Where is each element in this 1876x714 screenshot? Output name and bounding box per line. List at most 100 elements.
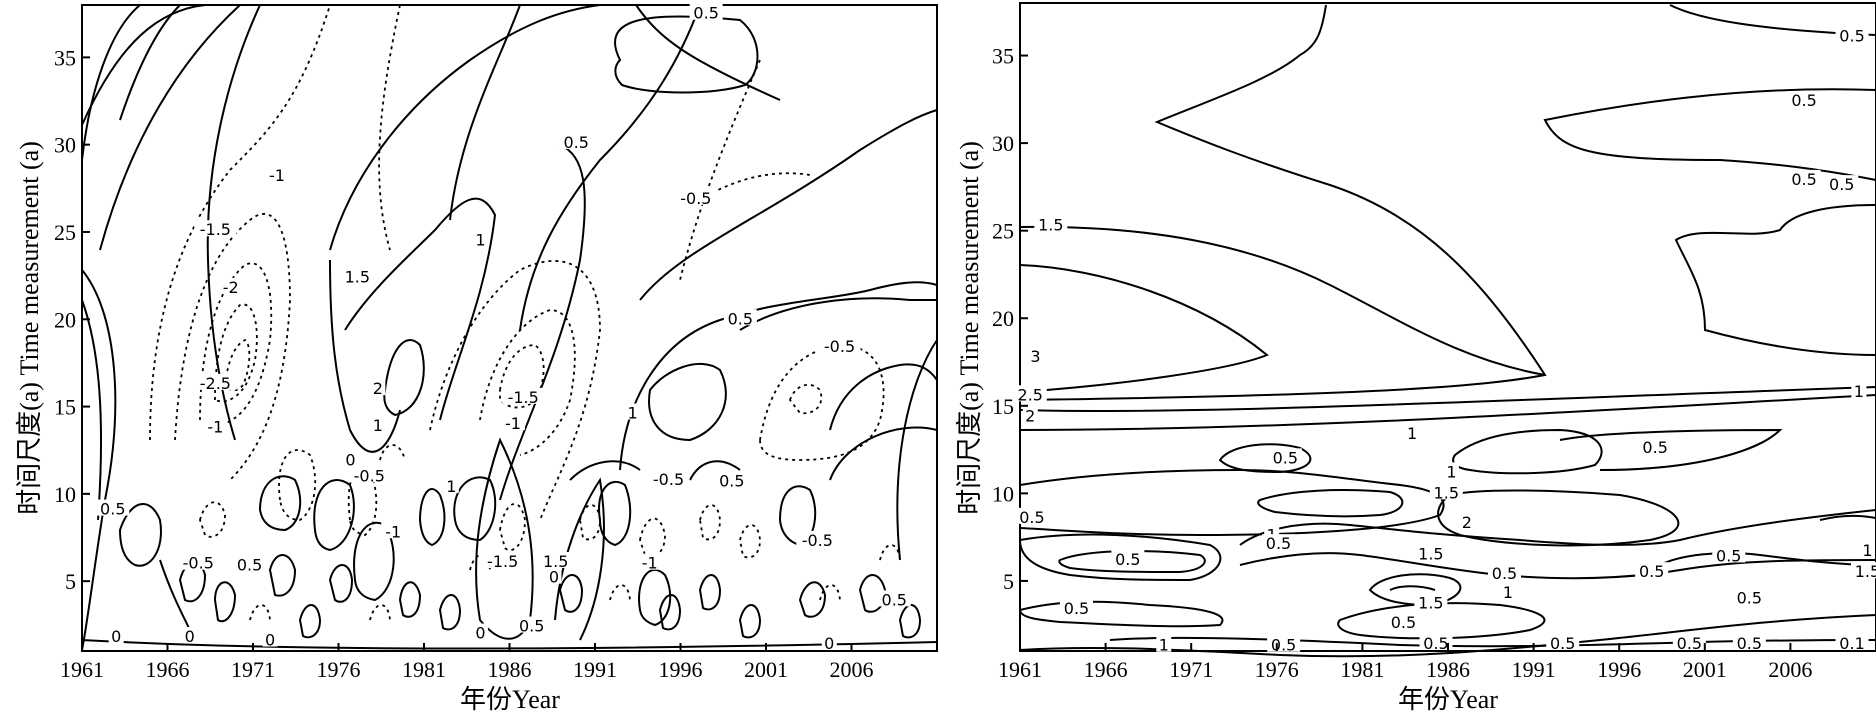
contour-label-bg	[1851, 381, 1867, 398]
contour-label-bg	[796, 531, 839, 548]
contour-label-bg	[1111, 549, 1145, 566]
contour-label-bg	[1443, 462, 1459, 479]
contour-label: 0.5	[1019, 508, 1044, 527]
contour-label-bg	[1059, 598, 1093, 615]
contour-label: 0	[345, 451, 355, 470]
contour-line	[759, 344, 885, 461]
y-tick-label: 20	[54, 307, 76, 332]
contour-label-bg	[1859, 541, 1875, 558]
contour-label-bg	[481, 551, 524, 568]
contour-line	[81, 4, 141, 161]
contour-label-bg	[546, 567, 562, 584]
contour-line	[224, 338, 251, 392]
contour-line	[1018, 533, 1222, 582]
left-contour-panel: 0.5 -1 -1.5 -2 -2.5 -1 1.5 2 1 1 0.5 -0.5 0.5 -0.5 -1.…	[15, 3, 938, 714]
contour-label-bg	[96, 499, 130, 516]
contour-label: 1	[1854, 382, 1864, 401]
contour-label: -0.5	[183, 554, 214, 573]
contour-label: 0	[265, 631, 275, 650]
x-tick-label: 2001	[1683, 657, 1727, 682]
contour-label-bg	[342, 450, 358, 467]
contour-line	[213, 581, 237, 623]
contour-label: -1.5	[508, 388, 539, 407]
contour-label: -1	[385, 522, 401, 541]
contour-line	[353, 522, 395, 602]
contour-label: 0.5	[728, 309, 753, 328]
contour-label-bg	[515, 616, 549, 633]
contour-label-bg	[877, 590, 911, 607]
y-tick-label: 15	[54, 395, 76, 420]
contour-line	[738, 604, 762, 639]
contour-label-bg	[1013, 385, 1047, 402]
contour-line	[569, 460, 641, 481]
contour-label: 1.5	[1418, 545, 1443, 564]
contour-label-bg	[1487, 563, 1521, 580]
contour-line	[1019, 225, 1546, 376]
contour-label: 0	[549, 568, 559, 587]
contour-label: 0.5	[882, 590, 907, 609]
contour-label-bg	[1787, 91, 1821, 108]
contour-label: -1	[642, 554, 658, 573]
x-tick-label: 1971	[1169, 657, 1213, 682]
contour-label: 0.5	[1492, 564, 1517, 583]
x-tick-label: 2006	[1768, 657, 1812, 682]
x-tick-label: 1966	[146, 657, 190, 682]
contour-line	[739, 524, 761, 559]
y-tick-label: 5	[65, 569, 76, 594]
contour-label: 0	[185, 627, 195, 646]
left-y-axis-label: 时间尺度(a) Time measurement (a)	[15, 141, 44, 515]
contour-label-bg	[262, 630, 278, 647]
contour-label-bg	[1386, 612, 1420, 629]
contour-line	[99, 4, 241, 251]
contour-line	[398, 581, 422, 618]
contour-line	[648, 362, 727, 442]
contour-line	[798, 581, 827, 618]
contour-label: 1.5	[1038, 215, 1063, 234]
x-tick-label: 1981	[1340, 657, 1384, 682]
left-x-axis-label: 年份Year	[460, 685, 560, 714]
contour-label: 0.5	[1839, 26, 1864, 45]
contour-line	[159, 559, 191, 631]
right-x-axis-label: 年份Year	[1398, 685, 1498, 714]
contour-line	[258, 475, 302, 532]
contour-line	[81, 269, 117, 651]
contour-label: 1	[1446, 462, 1456, 481]
contour-label: 1.5	[543, 552, 568, 571]
contour-line	[453, 476, 497, 542]
contour-label-bg	[1429, 483, 1463, 500]
contour-label: 0.5	[1716, 546, 1741, 565]
contour-label: 1.5	[1434, 483, 1459, 502]
contour-line	[479, 309, 576, 456]
contour-line	[898, 604, 922, 639]
contour-line	[329, 4, 601, 251]
contour-label: 0.5	[1550, 634, 1575, 653]
contour-label-bg	[689, 3, 723, 20]
contour-label: 0.5	[100, 500, 125, 519]
contour-line	[119, 4, 181, 121]
x-tick-label: 1986	[1426, 657, 1470, 682]
contour-label-bg	[625, 403, 641, 420]
contour-line	[1019, 4, 1547, 401]
contour-label-bg	[821, 634, 837, 651]
left-contour-lines-dashed	[149, 4, 901, 621]
x-tick-label: 1961	[998, 657, 1042, 682]
contour-label: -1.5	[487, 552, 518, 571]
x-tick-label: 1991	[573, 657, 617, 682]
contour-label: 3	[1030, 347, 1040, 366]
contour-line	[879, 544, 901, 561]
contour-line	[698, 574, 722, 611]
contour-line	[689, 460, 741, 481]
contour-label: 2.5	[1018, 385, 1043, 404]
contour-label-bg	[472, 623, 488, 640]
contour-label-bg	[818, 337, 861, 354]
contour-line	[499, 503, 526, 551]
contour-label-bg	[1404, 423, 1420, 440]
contour-label: 0.5	[1639, 562, 1664, 581]
contour-label-bg	[182, 627, 198, 644]
x-tick-label: 1986	[488, 657, 532, 682]
right-y-axis-label: 时间尺度(a) Time measurement (a)	[955, 141, 984, 515]
contour-label-bg	[559, 132, 593, 149]
contour-line	[81, 299, 103, 521]
contour-label: 0.5	[1829, 175, 1854, 194]
